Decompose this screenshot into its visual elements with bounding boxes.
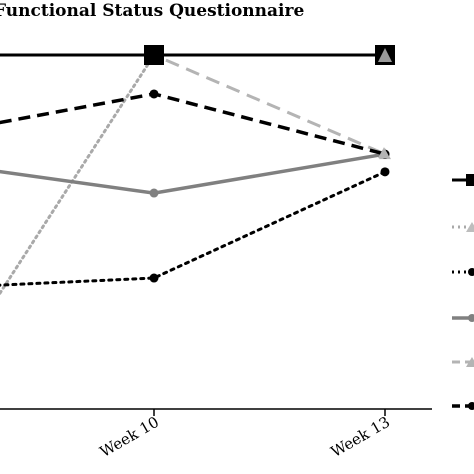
- legend-entry-dashed-lightgray-triangle: [452, 357, 474, 367]
- series-layer: [0, 45, 395, 296]
- series-line-dashed-black-circle: [0, 92, 386, 156]
- data-point-dotted-black-circle-week-10: [149, 273, 159, 283]
- data-point-solid-black-square-week-10: [144, 45, 164, 65]
- series-line-solid-gray-circle: [0, 152, 386, 195]
- data-point-dashed-black-circle-week-10: [149, 89, 159, 99]
- legend-entry-dashed-black-circle: [452, 402, 474, 410]
- data-point-lightgray-triangle-week-13: [378, 147, 390, 159]
- data-point-dotted-black-circle-week-13: [380, 167, 390, 177]
- x-tick-label-week-10: Week 10: [97, 413, 162, 461]
- legend-entry-dotted-black-circle: [452, 268, 474, 276]
- legend-entry-solid-gray-circle: [452, 314, 474, 322]
- chart-title: Functional Status Questionnaire: [0, 1, 304, 21]
- legend: [452, 174, 474, 410]
- data-point-solid-gray-circle-week-10: [149, 188, 159, 198]
- legend-entry-solid-black-square: [452, 174, 474, 186]
- legend-entry-dotted-gray: [452, 222, 474, 232]
- x-tick-label-week-13: Week 13: [328, 413, 393, 461]
- series-line-dotted-black-circle: [0, 170, 387, 287]
- series-line-dotted-gray: [0, 53, 387, 296]
- data-point-top-week-13-box: [375, 45, 395, 65]
